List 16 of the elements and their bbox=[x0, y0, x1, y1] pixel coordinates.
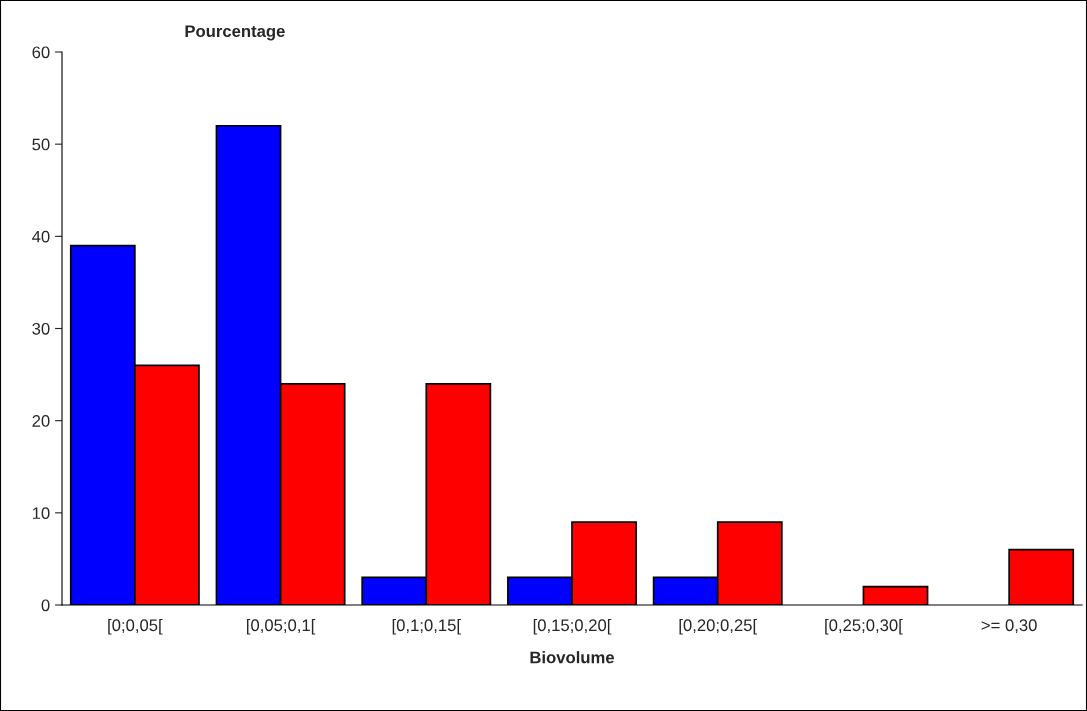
y-tick-label: 30 bbox=[32, 322, 50, 335]
y-tick-label: 60 bbox=[32, 46, 50, 59]
x-tick-label: [0;0,05[ bbox=[108, 618, 163, 635]
x-tick-label: >= 0,30 bbox=[981, 619, 1037, 634]
x-tick-label: [0,20;0,25[ bbox=[679, 618, 757, 635]
x-tick-label: [0,05;0,1[ bbox=[247, 618, 316, 635]
y-tick-label: 10 bbox=[32, 507, 50, 520]
x-axis-title: Biovolume bbox=[530, 651, 615, 664]
x-tick-label: [0,15;0,20[ bbox=[533, 618, 612, 635]
y-tick-label: 50 bbox=[32, 138, 50, 151]
x-tick-label: [0,1;0,15[ bbox=[392, 618, 461, 635]
y-tick-label: 20 bbox=[32, 415, 50, 427]
y-tick-label: 40 bbox=[32, 230, 50, 243]
x-tick-label: [0,25;0,30[ bbox=[825, 618, 903, 635]
y-axis-title: Pourcentage bbox=[185, 25, 285, 41]
y-tick-label: 0 bbox=[41, 599, 50, 612]
